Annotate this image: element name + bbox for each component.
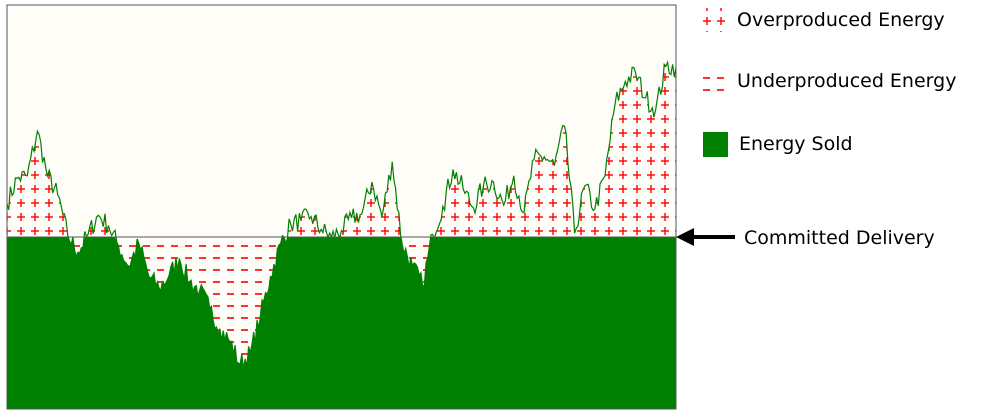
energy-sold-area — [7, 236, 676, 409]
annotation-label: Committed Delivery — [744, 227, 935, 249]
legend-label-overproduced: Overproduced Energy — [737, 9, 945, 31]
legend-label-energy-sold: Energy Sold — [739, 133, 853, 155]
plot-frame — [6, 4, 677, 410]
production-line — [7, 60, 676, 369]
overproduced-energy-area — [7, 62, 676, 237]
legend-item-overproduced: Overproduced Energy — [700, 8, 945, 32]
legend-label-underproduced: Underproduced Energy — [737, 70, 956, 92]
legend-swatch-energy-sold — [703, 132, 728, 157]
legend-item-energy-sold: Energy Sold — [703, 132, 853, 157]
legend: Overproduced Energy Underproduced Energy… — [700, 8, 956, 157]
legend-swatch-underproduced — [700, 68, 726, 92]
arrow-left-icon — [676, 228, 694, 246]
legend-item-underproduced: Underproduced Energy — [700, 68, 956, 92]
legend-swatch-overproduced — [700, 8, 726, 32]
committed-delivery-annotation: Committed Delivery — [676, 227, 935, 249]
